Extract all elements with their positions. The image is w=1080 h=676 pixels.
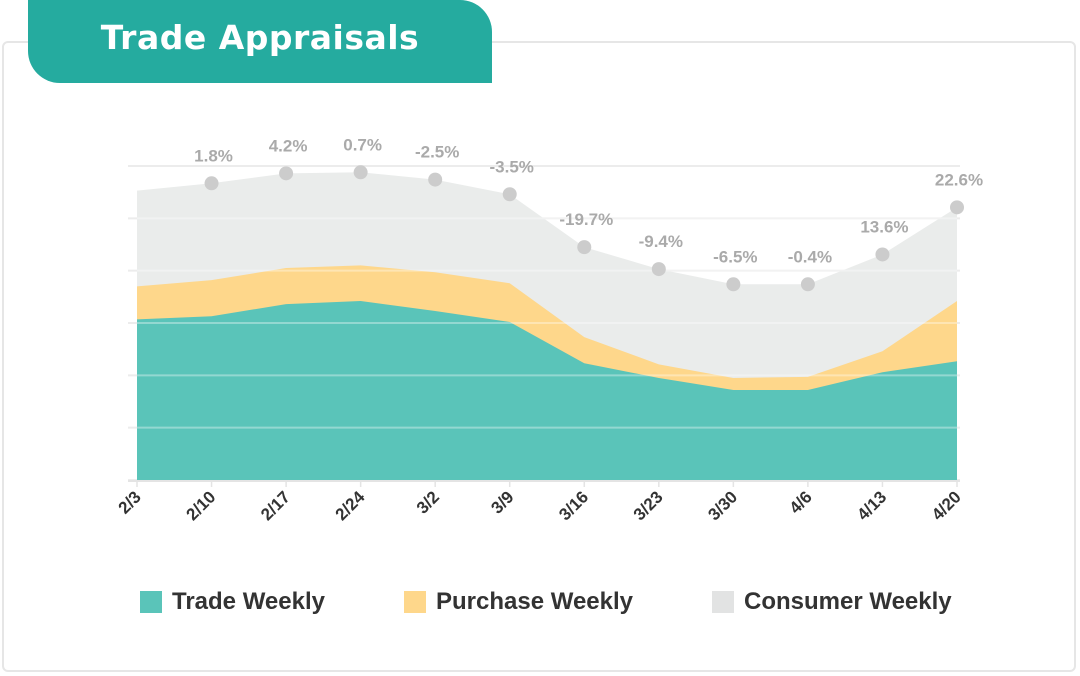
legend-swatch-trade [140,591,162,613]
legend-item-trade: Trade Weekly [140,588,325,616]
data-label: -2.5% [415,143,459,162]
x-tick-label: 4/13 [853,487,890,524]
data-point-marker [279,166,294,181]
data-label: -0.4% [788,247,832,266]
legend-item-purchase: Purchase Weekly [404,588,633,616]
x-tick-label: 2/3 [115,487,145,517]
data-point-marker [502,187,517,202]
x-tick-label: 3/16 [555,487,592,524]
data-label: 0.7% [343,135,382,154]
data-point-marker [875,247,890,262]
x-tick-label: 3/9 [487,487,517,517]
data-label: 22.6% [935,170,983,189]
x-tick-label: 2/10 [183,487,220,524]
data-point-marker [800,277,815,292]
data-point-marker [651,262,666,277]
legend-label-consumer: Consumer Weekly [744,588,952,615]
x-tick-label: 2/24 [332,487,369,524]
x-tick-label: 4/20 [928,487,965,524]
data-label: -3.5% [490,157,534,176]
area-trade-weekly [137,301,957,480]
x-tick-label: 4/6 [786,487,816,517]
chart-title: Trade Appraisals [100,18,420,57]
data-point-marker [428,172,443,187]
x-tick-label: 3/2 [413,487,443,517]
x-tick-label: 2/17 [257,487,294,524]
legend-swatch-consumer [712,591,734,613]
data-point-marker [577,240,592,255]
data-label: -19.7% [559,210,613,229]
title-banner: Trade Appraisals [28,0,492,83]
data-label: -9.4% [639,232,683,251]
legend-label-trade: Trade Weekly [172,588,325,615]
x-tick-label: 3/23 [630,487,667,524]
legend-label-purchase: Purchase Weekly [436,588,634,615]
data-point-marker [353,165,368,180]
chart-frame [2,41,1076,672]
data-point-marker [950,200,964,215]
legend-swatch-purchase [404,591,426,613]
data-label: 13.6% [860,217,908,236]
data-label: -6.5% [713,247,757,266]
data-label: 4.2% [269,136,308,155]
data-label: 1.8% [194,146,233,165]
data-point-marker [726,277,741,292]
legend-item-consumer: Consumer Weekly [712,588,952,616]
legend: Trade Weekly Purchase Weekly Consumer We… [0,588,1080,618]
data-point-marker [204,176,219,191]
x-tick-label: 3/30 [704,487,741,524]
